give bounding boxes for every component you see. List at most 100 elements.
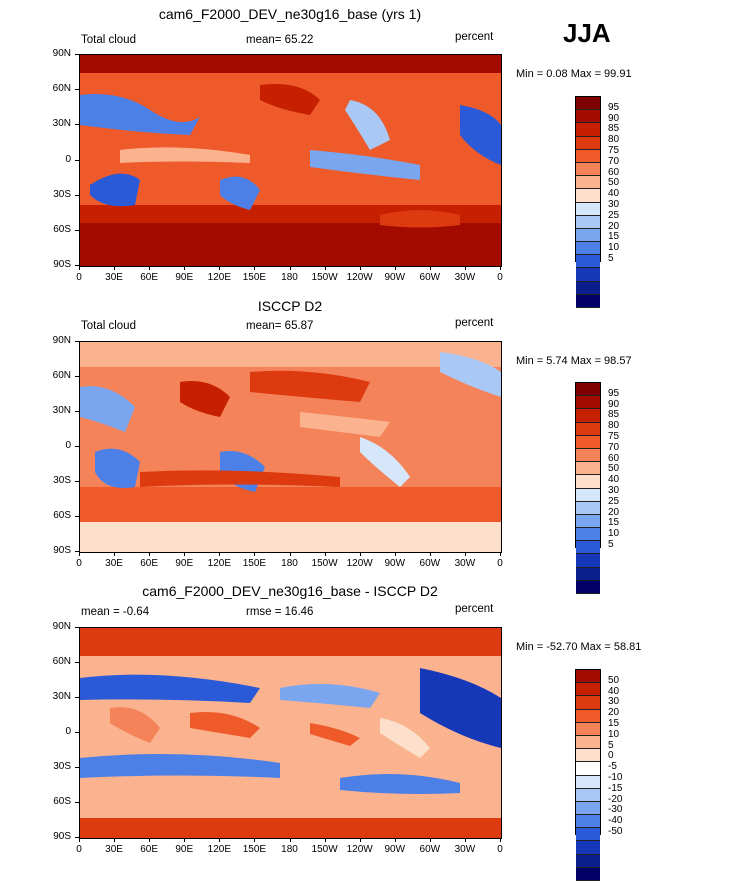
lat-tick-label: 0 — [65, 153, 71, 165]
colorbar-level-label: 80 — [608, 420, 620, 432]
colorbar: 50 40 30 20 15 10 5 0 -5 -10 -15 -20 -30 -40 -50 — [575, 669, 622, 881]
colorbar-level-label: -40 — [608, 815, 623, 827]
lat-tick-label: 90N — [52, 335, 71, 346]
colorbar-swatch — [576, 514, 600, 529]
colorbar-level-label: 50 — [608, 674, 620, 686]
colorbar-level-label: 5 — [608, 253, 614, 264]
panel-title: cam6_F2000_DEV_ne30g16_base (yrs 1) — [158, 6, 422, 22]
colorbar-swatch — [576, 255, 600, 269]
lon-tick-label: 60E — [140, 558, 159, 569]
lon-tick — [394, 552, 396, 556]
lat-tick — [75, 229, 79, 231]
lon-tick — [219, 552, 221, 556]
colorbar-swatch — [576, 162, 600, 177]
colorbar-swatch — [576, 670, 600, 684]
lat-tick — [75, 662, 79, 663]
colorbar-swatch — [576, 488, 600, 502]
panel-minmax: Min = 5.74 Max = 98.57 — [516, 355, 632, 367]
colorbar-level-label: -20 — [608, 793, 623, 805]
lat-tick — [75, 124, 79, 126]
panel-title: ISCCP D2 — [257, 298, 323, 314]
lon-tick-label: 90W — [384, 558, 406, 569]
colorbar-level-label: 30 — [608, 696, 620, 708]
lon-tick-label: 90W — [384, 844, 406, 855]
lat-tick-label: 30N — [52, 118, 71, 130]
lon-tick — [114, 266, 116, 270]
colorbar-level-label: 25 — [608, 209, 620, 221]
colorbar-swatch — [576, 528, 600, 542]
lon-tick-label: 120W — [346, 558, 373, 569]
colorbar-level-label: 95 — [608, 387, 620, 399]
lon-tick — [359, 838, 361, 842]
lon-tick-label: 90W — [384, 272, 406, 283]
lon-tick-label: 0 — [76, 844, 82, 855]
lon-tick-label: 30W — [454, 558, 476, 569]
colorbar-swatch — [576, 709, 600, 723]
colorbar-swatch — [576, 501, 600, 515]
lon-tick — [114, 838, 116, 842]
colorbar-swatch — [576, 228, 600, 243]
colorbar-level-label: -5 — [608, 761, 617, 773]
lat-tick — [75, 54, 79, 55]
lon-tick-label: 180 — [281, 558, 298, 569]
lon-tick-label: 30E — [105, 558, 123, 569]
colorbar-level-label: 70 — [608, 441, 620, 453]
lat-tick — [75, 265, 79, 266]
lon-tick — [79, 838, 80, 842]
colorbar-level-label: 90 — [608, 112, 620, 124]
colorbar-swatch — [576, 409, 600, 423]
lat-tick-label: 0 — [65, 726, 71, 737]
colorbar-level-label: 75 — [608, 145, 620, 156]
lat-tick — [75, 802, 79, 803]
colorbar-level-label: 20 — [608, 707, 620, 719]
lon-tick-label: 60W — [419, 558, 441, 569]
colorbar-level-label: 20 — [608, 220, 620, 232]
lon-tick-label: 90E — [175, 272, 194, 283]
lon-tick — [149, 552, 151, 556]
lon-tick — [114, 552, 116, 556]
lat-tick — [75, 446, 79, 447]
lon-tick — [359, 266, 361, 270]
lon-tick-label: 0 — [497, 844, 503, 855]
panel-left-label: Total cloud — [81, 34, 136, 46]
lat-tick-label: 90S — [53, 259, 71, 270]
colorbar-level-label: 30 — [608, 485, 620, 496]
lon-tick — [429, 552, 431, 556]
lon-tick-label: 180 — [281, 272, 298, 283]
colorbar-level-label: 40 — [608, 188, 620, 200]
colorbar-swatch — [576, 110, 600, 124]
lon-tick — [289, 266, 291, 270]
colorbar-level-label: -15 — [608, 782, 623, 794]
lon-tick — [254, 552, 256, 556]
lon-tick — [394, 266, 396, 270]
lon-tick-label: 150E — [242, 844, 267, 855]
lat-tick-label: 30N — [52, 691, 71, 702]
colorbar-level-label: 95 — [608, 101, 620, 113]
lon-tick — [219, 838, 221, 842]
colorbar-swatch — [576, 462, 600, 476]
lon-tick-label: 150W — [311, 558, 338, 569]
colorbar-swatch — [576, 580, 600, 594]
lon-tick — [289, 838, 291, 842]
colorbar-level-label: 90 — [608, 398, 620, 410]
colorbar-swatch — [576, 396, 600, 410]
lat-tick — [75, 837, 79, 838]
colorbar-swatch — [576, 136, 600, 150]
colorbar-level-label: 60 — [608, 452, 620, 464]
colorbar-swatch — [576, 554, 600, 568]
lon-tick — [464, 266, 466, 270]
lon-tick-label: 150E — [242, 272, 267, 283]
lat-tick-label: 60N — [52, 370, 71, 381]
panel-center-label: mean= 65.87 — [246, 320, 314, 332]
contour-map — [80, 628, 501, 838]
lat-tick-label: 30S — [53, 475, 71, 486]
colorbar-swatch — [576, 841, 600, 855]
lat-tick-label: 60S — [53, 510, 71, 521]
lon-tick — [184, 266, 186, 270]
colorbar-swatch — [576, 815, 600, 829]
lon-tick-label: 150W — [311, 844, 338, 855]
lon-tick-label: 60W — [419, 272, 441, 283]
lat-tick-label: 90S — [53, 831, 71, 842]
colorbar-level-label: 0 — [608, 750, 614, 762]
colorbar-level-label: 5 — [608, 739, 614, 751]
